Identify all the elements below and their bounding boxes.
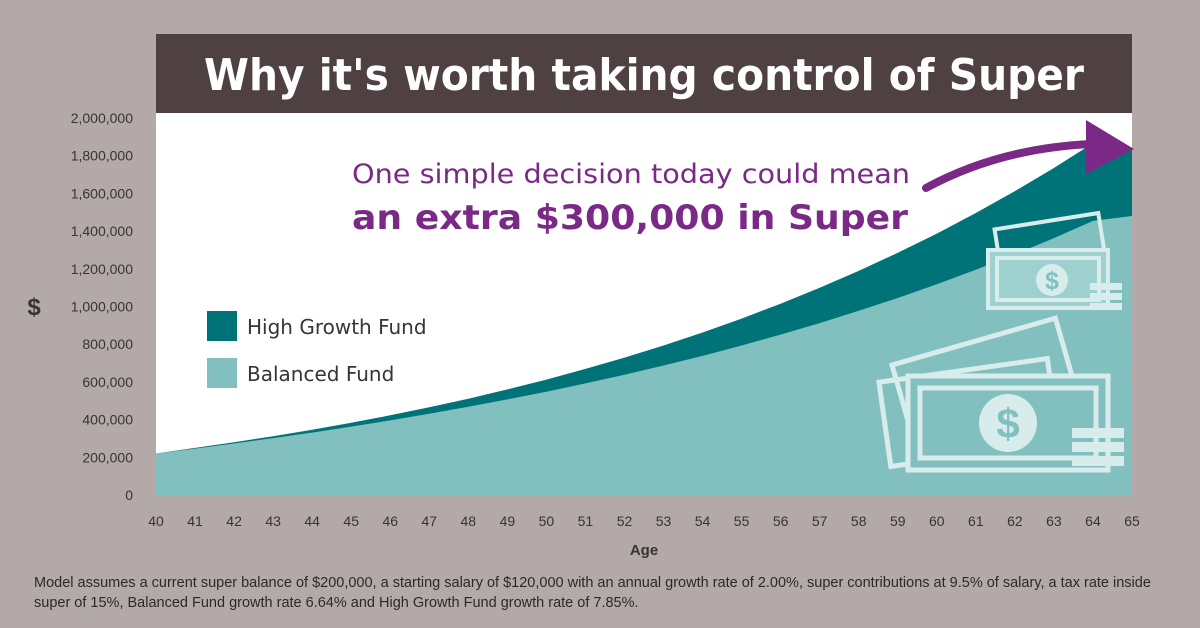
- x-tick-label: 44: [304, 513, 320, 529]
- x-tick-label: 59: [890, 513, 906, 529]
- x-tick-label: 47: [421, 513, 437, 529]
- y-tick-label: 0: [125, 487, 133, 503]
- x-tick-label: 46: [382, 513, 398, 529]
- chart-title: Why it's worth taking control of Super: [204, 50, 1084, 101]
- x-tick-label: 65: [1124, 513, 1140, 529]
- legend-label-balanced: Balanced Fund: [247, 362, 394, 386]
- x-tick-label: 64: [1085, 513, 1101, 529]
- x-tick-label: 56: [773, 513, 789, 529]
- svg-text:$: $: [1045, 267, 1059, 295]
- callout-line-2: an extra $300,000 in Super: [352, 198, 908, 238]
- y-tick-label: 200,000: [82, 449, 133, 465]
- y-axis-label: $: [27, 294, 41, 321]
- svg-text:$: $: [996, 400, 1019, 447]
- arrow-icon: [922, 120, 1134, 192]
- y-tick-label: 1,000,000: [71, 299, 133, 315]
- x-tick-label: 54: [695, 513, 711, 529]
- dollar-bills-icon-small: $: [986, 210, 1122, 310]
- callout-line-1: One simple decision today could mean: [352, 159, 910, 190]
- x-axis-label: Age: [630, 542, 658, 559]
- legend-swatch-high-growth: [207, 311, 237, 341]
- legend: High Growth Fund Balanced Fund: [207, 311, 427, 388]
- footnote: Model assumes a current super balance of…: [34, 575, 1151, 611]
- x-tick-label: 50: [539, 513, 555, 529]
- y-tick-label: 400,000: [82, 412, 133, 428]
- title-banner: [156, 34, 1132, 113]
- x-tick-label: 52: [617, 513, 633, 529]
- x-axis-ticks: 40 41 42 43 44 45 46 47 48 49 50 51 52 53 54 55 56 57 58 59…: [148, 513, 1140, 529]
- x-tick-label: 61: [968, 513, 984, 529]
- y-tick-label: 600,000: [82, 374, 133, 390]
- x-tick-label: 45: [343, 513, 359, 529]
- y-tick-label: 1,200,000: [71, 261, 133, 277]
- x-tick-label: 58: [851, 513, 867, 529]
- x-tick-label: 53: [656, 513, 672, 529]
- x-tick-label: 48: [461, 513, 477, 529]
- y-tick-label: 800,000: [82, 336, 133, 352]
- x-tick-label: 62: [1007, 513, 1023, 529]
- legend-swatch-balanced: [207, 358, 237, 388]
- series-area-balanced-fund: [156, 216, 1132, 495]
- x-tick-label: 41: [187, 513, 203, 529]
- y-tick-label: 2,000,000: [71, 110, 133, 126]
- x-tick-label: 60: [929, 513, 945, 529]
- legend-label-high-growth: High Growth Fund: [247, 315, 427, 339]
- y-tick-label: 1,600,000: [71, 185, 133, 201]
- y-tick-label: 1,400,000: [71, 223, 133, 239]
- x-tick-label: 43: [265, 513, 281, 529]
- x-tick-label: 49: [500, 513, 516, 529]
- y-tick-label: 1,800,000: [71, 148, 133, 164]
- x-tick-label: 63: [1046, 513, 1062, 529]
- x-tick-label: 51: [578, 513, 594, 529]
- x-tick-label: 40: [148, 513, 164, 529]
- dollar-bills-icon-large: $: [876, 315, 1124, 473]
- x-tick-label: 55: [734, 513, 750, 529]
- y-axis-ticks: 0 200,000 400,000 600,000 800,000 1,000,000 1,…: [71, 110, 134, 503]
- x-tick-label: 57: [812, 513, 828, 529]
- x-tick-label: 42: [226, 513, 242, 529]
